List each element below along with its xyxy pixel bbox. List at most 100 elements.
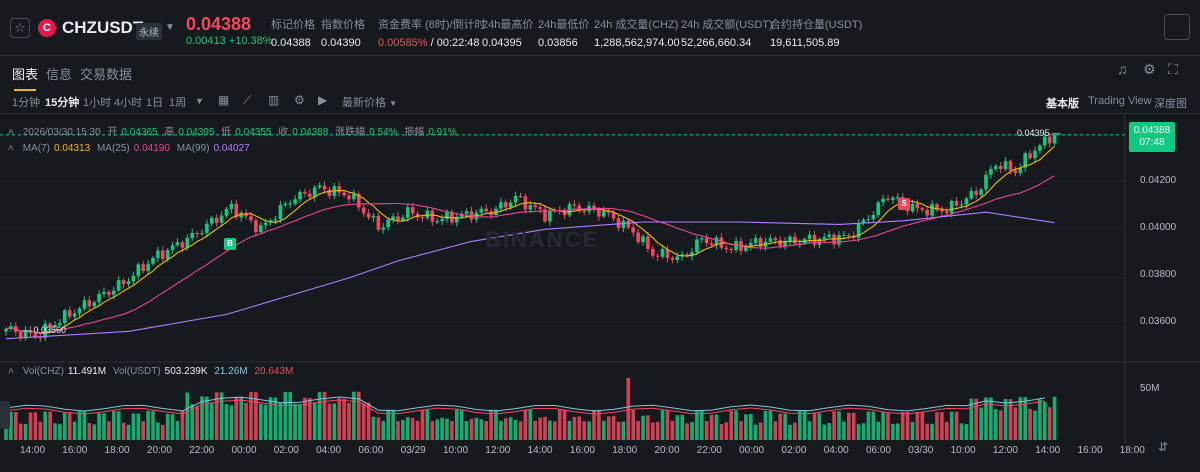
volume-bar [626, 378, 631, 440]
volume-bar [219, 392, 224, 440]
volume-bar [969, 398, 974, 440]
candle-body [239, 212, 243, 218]
symbol-name[interactable]: CHZUSDT [62, 18, 144, 37]
volume-bar [396, 421, 400, 440]
stat-24h-volume-chz: 24h 成交量(CHZ) 1,288,562,974.00 [594, 16, 680, 49]
volume-bar [602, 420, 606, 440]
volume-bar [38, 421, 43, 440]
price-change-abs: 0.00413 [186, 35, 226, 47]
collapse-caret-icon[interactable]: ˄ [8, 143, 14, 154]
stat-label: 合约持仓量(USDT) [770, 19, 863, 31]
candle-body [837, 235, 841, 245]
stat-funding-rate[interactable]: 资金费率 (8时)/倒计时 0.00585% / 00:22:48 [378, 16, 486, 49]
candle-body [455, 216, 459, 223]
replay-icon[interactable]: ▶ [318, 93, 328, 107]
candle-body [631, 227, 635, 233]
volume-bar [984, 397, 988, 440]
volume-bar [974, 398, 978, 440]
tab-chart[interactable]: 图表 [12, 64, 38, 91]
candle-body [126, 281, 131, 285]
timeframe-1m[interactable]: 1分钟 [12, 97, 41, 109]
symbol-dropdown-caret-icon[interactable]: ▼ [165, 22, 175, 33]
candle-body [729, 249, 733, 251]
timeframe-15m[interactable]: 15分钟 [45, 97, 80, 109]
volume-bar [406, 417, 410, 440]
candle-body [170, 245, 175, 251]
candle-body [798, 243, 802, 245]
fullscreen-icon[interactable]: ⛶ [1168, 61, 1178, 77]
stat-label: 24h最高价 [482, 19, 534, 31]
tab-trading-data[interactable]: 交易数据 [80, 67, 133, 82]
settings-icon[interactable]: ⚙ [294, 93, 305, 107]
legend-open: 0.04365 [121, 127, 158, 138]
view-depth[interactable]: 深度图 [1154, 98, 1187, 110]
candle-body [871, 215, 876, 220]
header-settings-button[interactable] [1164, 14, 1190, 40]
volume-bar [749, 414, 753, 440]
volume-bar [680, 414, 684, 440]
volume-bar [28, 412, 33, 440]
volume-bar [170, 414, 175, 440]
settings-gear-icon[interactable]: ⚙ [1143, 61, 1156, 77]
volume-bar [146, 410, 150, 440]
pane-resize-icon[interactable]: ⇵ [1158, 440, 1169, 454]
volume-bar [455, 409, 459, 440]
chart-scroll-handle[interactable] [0, 401, 10, 429]
candle-body [1038, 145, 1042, 151]
candle-body [141, 264, 145, 271]
view-basic[interactable]: 基本版 [1046, 98, 1079, 110]
candle-body [1028, 153, 1032, 159]
timeframe-1w[interactable]: 1周 [169, 97, 187, 109]
volume-bar [1008, 399, 1013, 440]
indicator-icon[interactable]: ⟋ [243, 93, 252, 107]
volume-bar [210, 403, 214, 440]
legend-close: 0.04388 [292, 127, 329, 138]
volume-bar [979, 407, 983, 440]
volume-bar [102, 413, 106, 440]
sell-signal-marker[interactable]: S [898, 198, 910, 210]
stat-value: 0.03856 [538, 37, 578, 49]
volume-bar [704, 421, 709, 440]
tab-info[interactable]: 信息 [46, 67, 73, 82]
volume-bar [263, 404, 268, 440]
volume-bar [856, 424, 861, 440]
volume-bar [53, 423, 57, 440]
collapse-caret-icon[interactable]: ˄ [8, 366, 14, 377]
time-axis-tick: 00:00 [739, 445, 765, 456]
time-axis-tick: 20:00 [654, 445, 680, 456]
alert-bell-icon[interactable]: ♫ [1117, 61, 1128, 77]
volume-bar [930, 423, 934, 440]
chart-area[interactable]: BINANCE ˄ 2026/03/30 15:30 开 0.04365 高 0.0… [0, 114, 1200, 472]
collapse-caret-icon[interactable]: ˄ [8, 127, 14, 138]
candle-body [670, 258, 675, 260]
timeframe-1d[interactable]: 1日 [146, 97, 164, 109]
candle-body [827, 234, 831, 237]
volume-bar [376, 417, 381, 440]
volume-bar [337, 398, 341, 440]
chart-type-icon[interactable]: ▥ [268, 93, 280, 107]
candle-body [156, 250, 160, 258]
volume-bar [327, 403, 332, 440]
view-tradingview[interactable]: Trading View [1088, 95, 1152, 107]
ma25-label: MA(25) [96, 143, 130, 154]
timeframe-4h[interactable]: 4小时 [114, 97, 143, 109]
timeframe-more-icon[interactable]: ▼ [195, 96, 204, 106]
time-axis-tick: 20:00 [146, 445, 172, 456]
candle-body [606, 210, 611, 213]
volume-bar [994, 409, 998, 440]
chart-tabs: 图表 信息 交易数据 [0, 56, 1200, 91]
candle-body [528, 205, 533, 210]
candlestick-chart[interactable] [0, 114, 1200, 472]
candle-body [719, 237, 724, 248]
buy-signal-marker[interactable]: B [224, 238, 236, 250]
price-axis-tick: 0.03600 [1140, 316, 1177, 327]
volume-bar [494, 409, 498, 440]
price-type-select[interactable]: 最新价格 ▼ [342, 94, 397, 110]
favorite-star-icon[interactable]: ☆ [10, 18, 30, 38]
timeframe-1h[interactable]: 1小时 [83, 97, 112, 109]
volume-bar [827, 422, 831, 440]
vol-chz-label: Vol(CHZ) [22, 366, 64, 377]
candle-body [401, 217, 405, 221]
calendar-icon[interactable]: ▦ [218, 93, 230, 107]
volume-bar [185, 392, 190, 440]
